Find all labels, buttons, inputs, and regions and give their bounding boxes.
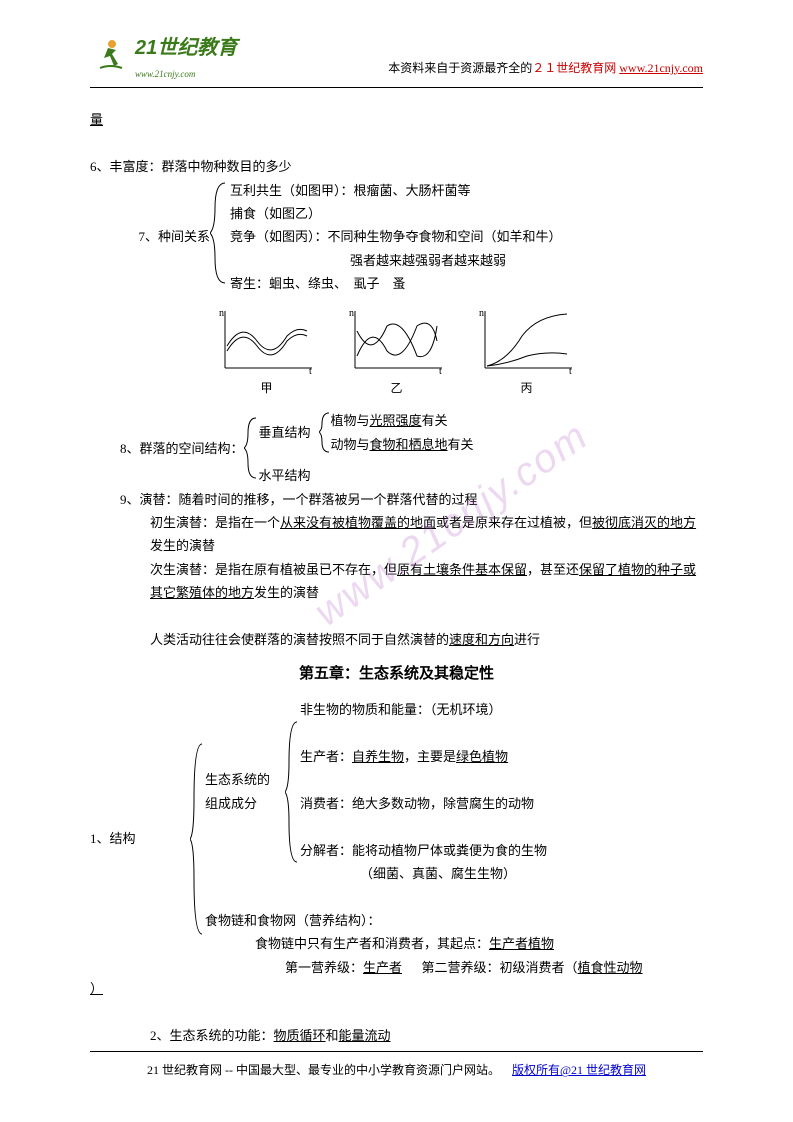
- primary-succession: 初生演替：是指在一个从来没有被植物覆盖的地面或者是原来存在过植被，但被彻底消灭的…: [90, 511, 703, 558]
- mutualism-item: 互利共生（如图甲）：根瘤菌、大肠杆菌等: [230, 179, 562, 202]
- charts-row: nt 甲 nt 乙 nt 丙: [90, 306, 703, 400]
- svg-text:t: t: [309, 366, 312, 376]
- brace-icon: [244, 413, 259, 483]
- producer-line: 生产者：自养生物，主要是绿色植物: [300, 745, 547, 768]
- section-7-block: 7、种间关系 互利共生（如图甲）：根瘤菌、大肠杆菌等 捕食（如图乙） 竞争（如图…: [90, 178, 703, 295]
- parasitism-item: 寄生：蛔虫、绦虫、 虱子 蚤: [230, 272, 562, 295]
- chart-c: nt 丙: [477, 306, 577, 400]
- section-8-block: 8、群落的空间结构： 垂直结构 植物与光照强度有关 动物与食物和栖息地有关: [90, 409, 703, 487]
- svg-text:t: t: [569, 366, 572, 376]
- trophic-levels-line: 第一营养级：生产者 第二营养级：初级消费者（植食性动物: [205, 956, 643, 979]
- svg-text:n: n: [219, 308, 224, 319]
- food-chain-line1: 食物链中只有生产者和消费者，其起点：生产者植物: [205, 932, 643, 955]
- consumer-line: 消费者：绝大多数动物，除营腐生的动物: [300, 792, 547, 815]
- secondary-succession: 次生演替：是指在原有植被虽已不存在，但原有土壤条件基本保留，甚至还保留了植物的种…: [90, 558, 703, 605]
- structure-label: 1、结构: [90, 827, 190, 850]
- page-footer: 21 世纪教育网 -- 中国最大型、最专业的中小学教育资源门户网站。 版权所有@…: [90, 1051, 703, 1082]
- ecosystem-function-line: 2、生态系统的功能：物质循环和能量流动: [90, 1024, 703, 1047]
- brace-icon: [190, 739, 205, 939]
- competition-sub: 强者越来越强弱者越来越弱: [230, 249, 562, 272]
- components-label: 生态系统的 组成成分: [205, 768, 285, 815]
- logo-url: www.21cnjy.com: [135, 66, 237, 82]
- trophic-continued: ）: [90, 977, 703, 1000]
- site-logo: 21世纪教育 www.21cnjy.com: [90, 30, 237, 82]
- human-activity-line: 人类活动往往会使群落的演替按照不同于自然演替的速度和方向进行: [90, 628, 703, 651]
- svg-text:n: n: [349, 308, 354, 319]
- footer-link[interactable]: 版权所有@21 世纪教育网: [512, 1063, 646, 1077]
- chapter-5-title: 第五章：生态系统及其稳定性: [90, 661, 703, 688]
- page-header: 21世纪教育 www.21cnjy.com 本资料来自于资源最齐全的２１世纪教育…: [90, 30, 703, 88]
- logo-title: 21世纪教育: [135, 30, 237, 66]
- abiotic-line: 非生物的物质和能量：（无机环境）: [300, 698, 547, 721]
- decomposer-line: 分解者：能将动植物尸体或粪便为食的生物: [300, 839, 547, 862]
- ecosystem-structure-block: 1、结构 生态系统的 组成成分 非生物的物质和能量：（无机环境） 生产者：自养生…: [90, 698, 703, 979]
- section-6-title: 6、丰富度：群落中物种数目的多少: [90, 155, 703, 178]
- section-9-title: 9、演替：随着时间的推移，一个群落被另一个群落代替的过程: [90, 488, 703, 511]
- header-source-note: 本资料来自于资源最齐全的２１世纪教育网 www.21cnjy.com: [388, 58, 703, 83]
- svg-text:n: n: [479, 308, 484, 319]
- brace-icon: [285, 717, 300, 867]
- chart-b: nt 乙: [347, 306, 447, 400]
- svg-text:t: t: [439, 366, 442, 376]
- brace-icon: [319, 410, 331, 455]
- competition-item: 竞争（如图丙）：不同种生物争夺食物和空间（如羊和牛）: [230, 225, 562, 248]
- header-link[interactable]: www.21cnjy.com: [619, 61, 703, 75]
- section-7-label: 7、种间关系: [90, 225, 210, 248]
- section-8-label: 8、群落的空间结构：: [120, 437, 244, 460]
- plant-light-line: 植物与光照强度有关: [331, 409, 474, 432]
- animal-habitat-line: 动物与食物和栖息地有关: [331, 433, 474, 456]
- vertical-structure: 垂直结构: [259, 421, 319, 444]
- document-body: www.21cnjy.com 量 6、丰富度：群落中物种数目的多少 7、种间关系…: [90, 108, 703, 1047]
- continued-char: 量: [90, 108, 703, 131]
- brace-icon: [210, 178, 230, 295]
- decomposer-sub: （细菌、真菌、腐生生物）: [300, 862, 547, 885]
- predation-item: 捕食（如图乙）: [230, 202, 562, 225]
- logo-runner-icon: [90, 36, 130, 76]
- horizontal-structure: 水平结构: [259, 464, 474, 487]
- chart-a: nt 甲: [217, 306, 317, 400]
- food-chain-label: 食物链和食物网（营养结构）：: [205, 909, 643, 932]
